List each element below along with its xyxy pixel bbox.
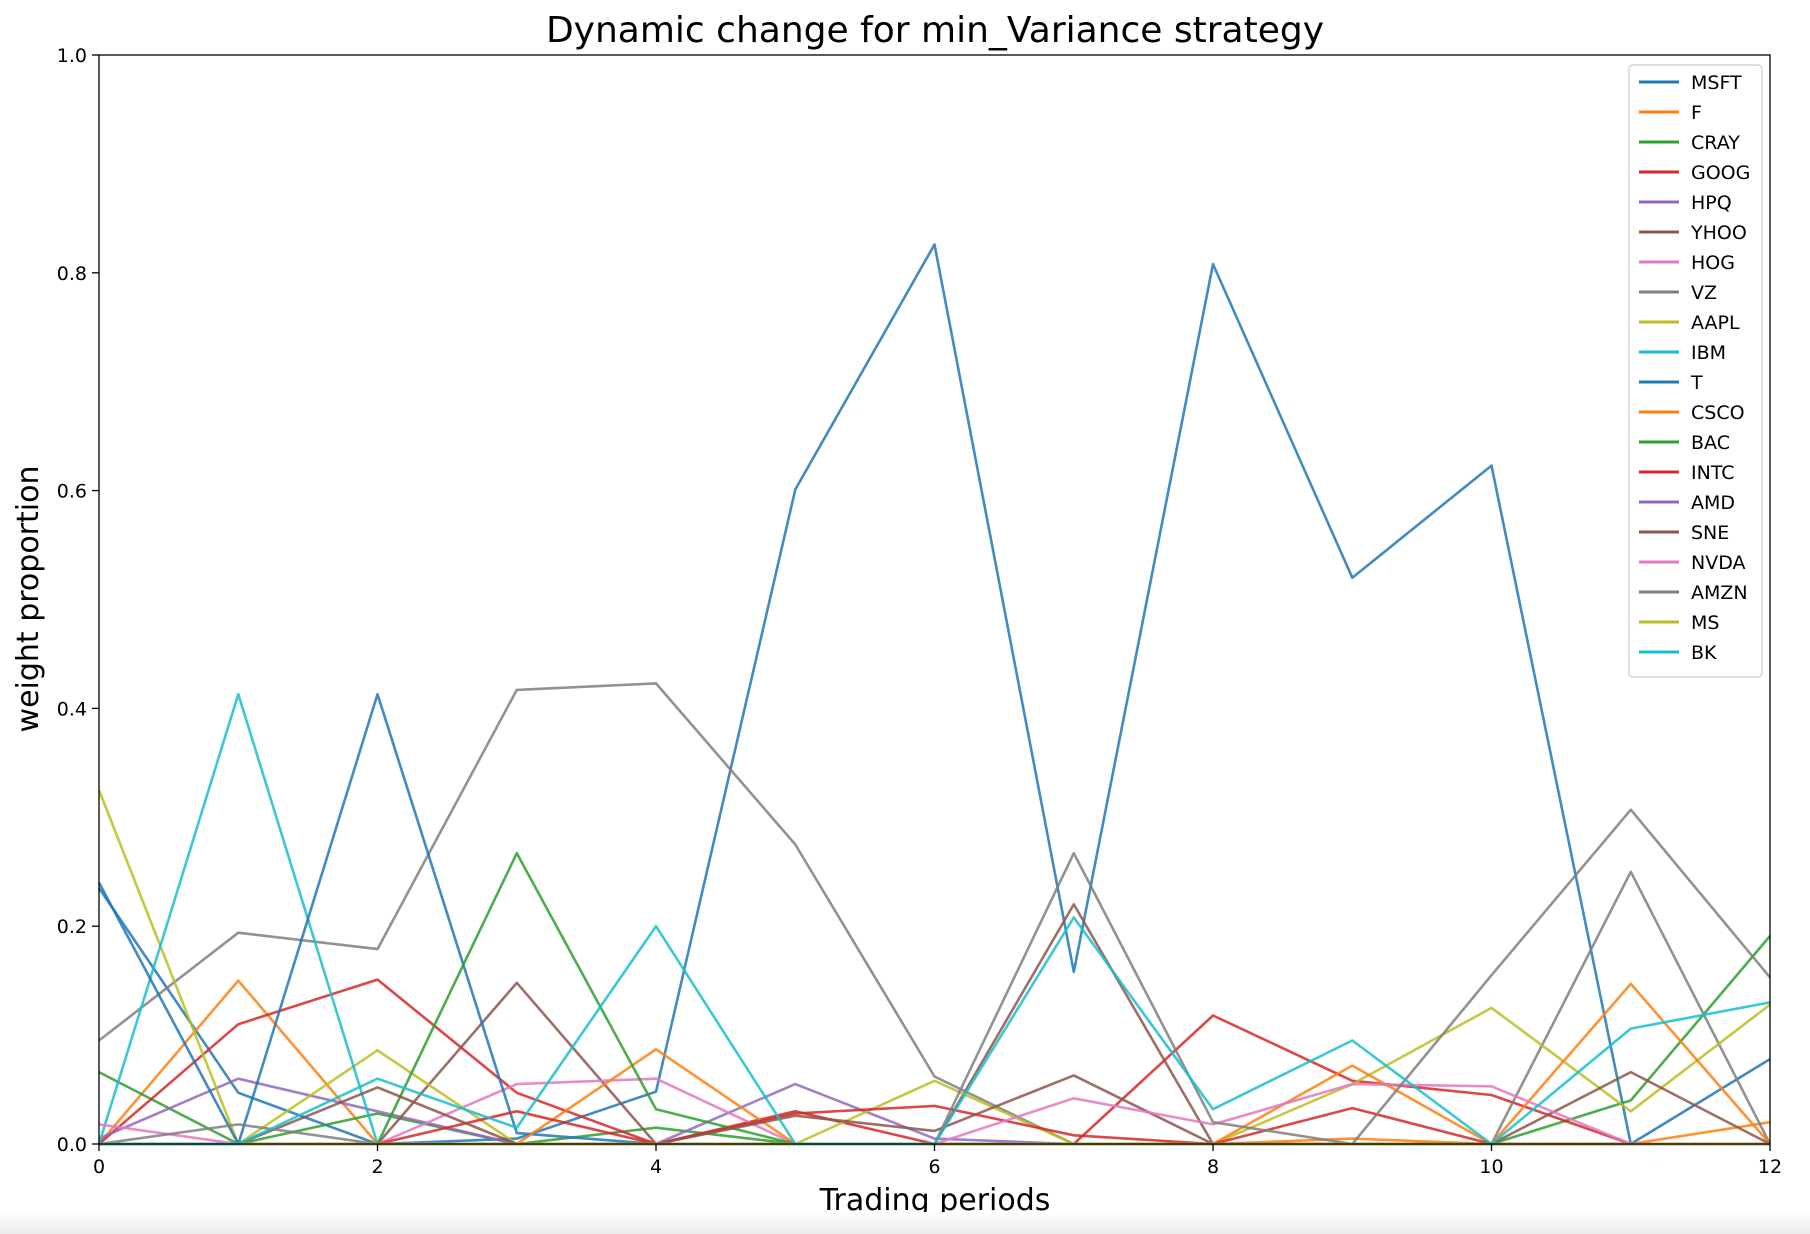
legend-label: MSFT <box>1691 72 1742 94</box>
axes: 0 2 4 6 8 10 12 0.0 0.2 0.4 0.6 0.8 1.0 <box>57 45 1782 1178</box>
window-bottom-edge <box>0 1212 1810 1234</box>
legend-label: SNE <box>1691 522 1729 544</box>
legend-label: CSCO <box>1691 402 1745 424</box>
legend-label: MS <box>1691 612 1719 634</box>
legend-label: IBM <box>1691 342 1726 364</box>
legend-label: AAPL <box>1691 312 1740 334</box>
x-tick-label: 0 <box>93 1156 105 1178</box>
legend-box <box>1628 64 1763 678</box>
y-tick-label: 0.8 <box>57 263 87 285</box>
x-tick-label: 12 <box>1758 1156 1782 1178</box>
x-tick-label: 4 <box>650 1156 662 1178</box>
legend-label: F <box>1691 102 1702 124</box>
x-tick-label: 10 <box>1479 1156 1503 1178</box>
legend-label: BK <box>1691 642 1717 664</box>
legend-label: AMD <box>1691 492 1735 514</box>
series-line-aapl <box>97 789 1771 1146</box>
legend-label: HPQ <box>1691 192 1732 214</box>
x-tick-label: 6 <box>928 1156 940 1178</box>
legend: MSFT F CRAY GOOG HPQ YHOO HOG VZ AAPL IBM T CSCO BAC… <box>1628 64 1763 678</box>
legend-label: CRAY <box>1691 132 1740 154</box>
x-tick-label: 2 <box>371 1156 383 1178</box>
legend-label: BAC <box>1691 432 1730 454</box>
chart-title: Dynamic change for min_Variance strategy <box>546 10 1324 51</box>
legend-label: VZ <box>1691 282 1717 304</box>
legend-label: AMZN <box>1691 582 1748 604</box>
y-axis-label: weight proportion <box>11 466 46 733</box>
y-tick-label: 1.0 <box>57 45 87 67</box>
legend-label: NVDA <box>1691 552 1746 574</box>
x-tick-label: 8 <box>1207 1156 1219 1178</box>
legend-label: HOG <box>1691 252 1735 274</box>
y-tick-label: 0.6 <box>57 481 87 503</box>
y-tick-label: 0.2 <box>57 916 87 938</box>
y-tick-label: 0.0 <box>57 1134 87 1156</box>
legend-label: GOOG <box>1691 162 1750 184</box>
y-tick-label: 0.4 <box>57 698 87 720</box>
legend-label: T <box>1690 372 1703 394</box>
legend-label: YHOO <box>1690 222 1747 244</box>
legend-label: INTC <box>1691 462 1735 484</box>
